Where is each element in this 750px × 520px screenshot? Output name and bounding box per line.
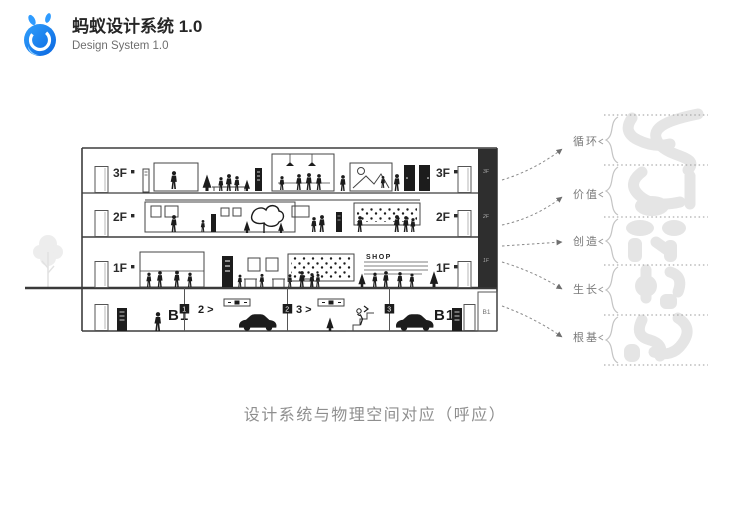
- concept-label-chuangzao: 创造: [573, 234, 599, 248]
- floor-label-1f-right: 1F: [436, 261, 450, 275]
- floor-label-2f-right: 2F: [436, 210, 450, 224]
- shop-sign: SHOP: [366, 254, 392, 261]
- floor-label-3f-left: 3F: [113, 166, 127, 180]
- sketch-tree-icon: [250, 204, 285, 233]
- faint-tree-decoration: [33, 235, 63, 288]
- caption: 设计系统与物理空间对应（呼应）: [243, 407, 507, 424]
- basement-b1: B1 1 2 > 2 3 > 3 B1: [94, 288, 476, 332]
- app-title: 蚂蚁设计系统 1.0: [72, 17, 203, 36]
- concept-arrows: [501, 148, 563, 338]
- header: 蚂蚁设计系统 1.0 Design System 1.0: [20, 12, 202, 58]
- pattern-strip: [604, 108, 708, 366]
- brace-icons: [604, 116, 619, 364]
- floor-label-3f-right: 3F: [436, 166, 450, 180]
- floor-label-1f-left: 1F: [113, 261, 127, 275]
- building-outline: [81, 147, 498, 332]
- concept-labels: 循环 价值 创造 生长 根基: [573, 135, 604, 344]
- arrow-to-xunhuan: [501, 148, 563, 181]
- route-sign-3: 3 >: [296, 304, 312, 316]
- concept-label-jiazhi: 价值: [573, 188, 599, 201]
- arrow-to-shengzhang: [501, 261, 563, 290]
- shaft-tag-b1: B1: [483, 309, 491, 316]
- shaft-tag-1f: 1F: [483, 258, 490, 264]
- floor-3f: 3F: [94, 153, 472, 193]
- shaft-tag-3f: 3F: [483, 169, 490, 175]
- strip-dividers: [604, 114, 708, 366]
- concept-label-xunhuan: 循环: [573, 135, 599, 148]
- floor-label-2f-left: 2F: [113, 210, 127, 224]
- floor-2f: 2F 2F: [94, 201, 472, 237]
- ant-logo-icon: [24, 13, 56, 56]
- arrow-to-jiazhi: [501, 196, 563, 226]
- b1-big-label-right: B1: [434, 307, 455, 324]
- floor-1f: 1F SHOP: [94, 251, 472, 288]
- pillar-tag-1: 1: [182, 307, 186, 314]
- arrow-to-chuangzao: [501, 239, 563, 247]
- elevator-shaft: 3F 2F 1F B1: [477, 148, 498, 332]
- label-tick-icons: [598, 138, 604, 341]
- pillar-tag-2: 2: [285, 307, 289, 314]
- route-sign-2: 2 >: [198, 304, 214, 316]
- arrow-to-genji: [501, 305, 563, 338]
- concept-label-genji: 根基: [573, 330, 599, 344]
- shaft-tag-2f: 2F: [482, 214, 490, 220]
- concept-label-shengzhang: 生长: [573, 282, 599, 296]
- pillar-tag-3: 3: [387, 307, 391, 314]
- app-subtitle: Design System 1.0: [72, 39, 169, 52]
